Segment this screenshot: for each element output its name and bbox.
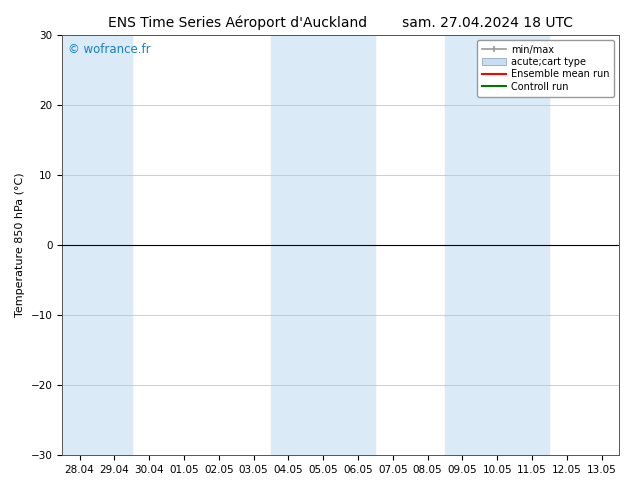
Y-axis label: Temperature 850 hPa (°C): Temperature 850 hPa (°C) [15, 173, 25, 318]
Text: © wofrance.fr: © wofrance.fr [68, 43, 150, 56]
Bar [62, 35, 132, 455]
Legend: min/max, acute;cart type, Ensemble mean run, Controll run: min/max, acute;cart type, Ensemble mean … [477, 40, 614, 97]
Bar [445, 35, 550, 455]
Title: ENS Time Series Aéroport d'Auckland        sam. 27.04.2024 18 UTC: ENS Time Series Aéroport d'Auckland sam.… [108, 15, 573, 29]
Bar [271, 35, 375, 455]
